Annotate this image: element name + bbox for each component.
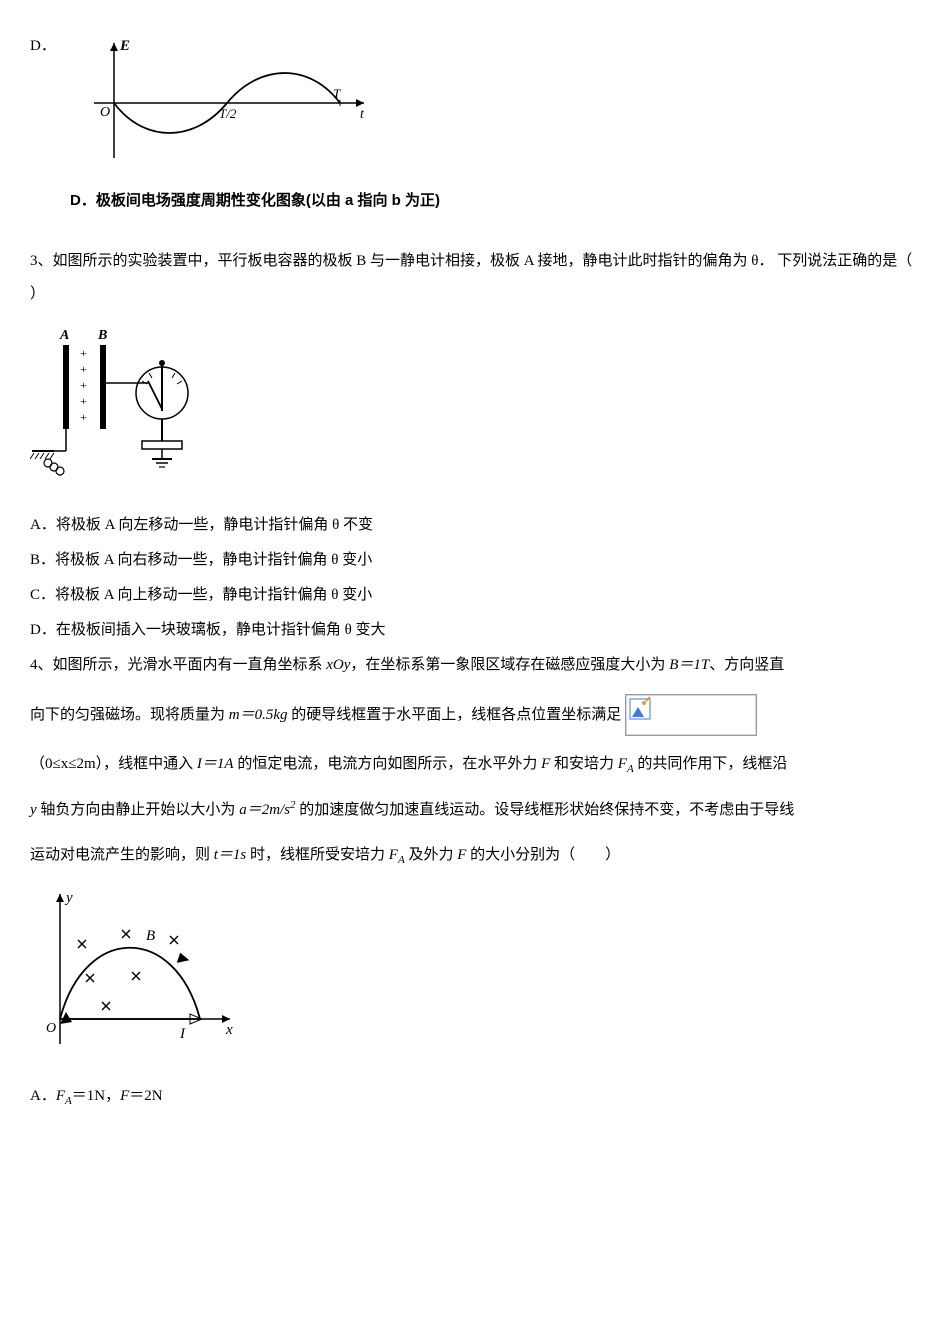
q4-FA: F [618,756,627,772]
q4-l5-c: 及外力 [405,847,458,863]
q4-t: t＝1s [214,847,247,863]
q4-l3-a: （0≤x≤2m），线框中通入 [30,756,197,772]
q4-l1-a: 4、如图所示，光滑水平面内有一直角坐标系 [30,657,326,673]
q4-F1: F [541,756,550,772]
figd-t-label: t [360,107,365,122]
q4-m: m＝0.5kg [229,707,288,723]
q4-l4-c: 的加速度做匀加速直线运动。设导线框形状始终保持不变，不考虑由于导线 [296,802,795,818]
q4-l2-a: 向下的匀强磁场。现将质量为 [30,707,229,723]
q4-F2: F [457,847,466,863]
q4-and: 和安培力 [550,756,618,772]
q3-option-a: A．将极板 A 向左移动一些，静电计指针偏角 θ 不变 [30,509,920,542]
q4-optA-F: F [120,1088,129,1104]
q4-optA-Fval: ＝2N [129,1088,162,1104]
q4-a: a＝2m/s [239,802,290,818]
svg-text:B: B [146,928,155,944]
q4-l3-c: 的共同作用下，线框沿 [634,756,788,772]
q3-option-d: D．在极板间插入一块玻璃板，静电计指针偏角 θ 变大 [30,614,920,647]
q4-xoy: xOy [326,657,350,673]
q4-optA-FAsub: A [65,1095,72,1107]
q4-FAsub: A [627,763,634,775]
q4-stem-line5: 运动对电流产生的影响，则 t＝1s 时，线框所受安培力 FA 及外力 F 的大小… [30,839,920,872]
q3-stem: 3、如图所示的实验装置中，平行板电容器的极板 B 与一静电计相接，极板 A 接地… [30,245,920,311]
svg-text:+: + [80,346,87,360]
q4-l3-b: 的恒定电流，电流方向如图所示，在水平外力 [234,756,542,772]
q4-optA-FA: F [56,1088,65,1104]
q3-option-b: B．将极板 A 向右移动一些，静电计指针偏角 θ 变小 [30,544,920,577]
q4-stem-line4: y 轴负方向由静止开始以大小为 a＝2m/s2 的加速度做匀加速直线运动。设导线… [30,793,920,827]
q4-I: I＝1A [197,756,234,772]
q4-stem-line2: 向下的匀强磁场。现将质量为 m＝0.5kg 的硬导线框置于水平面上，线框各点位置… [30,694,920,736]
q3-figure: A B + + + + + [30,323,920,493]
option-d-row: D． O E t T/2 T [30,30,920,184]
svg-text:I: I [179,1026,186,1042]
svg-text:+: + [80,394,87,408]
q4-FA2sub: A [398,854,405,866]
svg-text:x: x [225,1022,233,1038]
q4-l4-b: 轴负方向由静止开始以大小为 [37,802,240,818]
q4-optA-label: A． [30,1088,56,1104]
svg-text:y: y [64,890,73,906]
q4-optA-FAval: ＝1N， [72,1088,120,1104]
q4-l5-b: 时，线框所受安培力 [246,847,389,863]
figd-origin: O [100,105,110,120]
svg-text:+: + [80,378,87,392]
missing-formula-image [625,694,757,736]
q4-B: B＝1T [669,657,709,673]
svg-text:A: A [59,328,69,343]
q4-stem-line1: 4、如图所示，光滑水平面内有一直角坐标系 xOy，在坐标系第一象限区域存在磁感应… [30,649,920,682]
q4-option-a: A．FA＝1N，F＝2N [30,1080,920,1113]
q4-l5-d: 的大小分别为（ ） [466,847,620,863]
q4-figure: y x O B I [30,884,920,1064]
q4-l5-a: 运动对电流产生的影响，则 [30,847,214,863]
q4-y: y [30,802,37,818]
q4-l2-b: 的硬导线框置于水平面上，线框各点位置坐标满足 [288,707,622,723]
svg-text:+: + [80,410,87,424]
q4-l1-b: ，在坐标系第一象限区域存在磁感应强度大小为 [350,657,669,673]
svg-text:O: O [46,1021,56,1036]
figure-d-caption: D．极板间电场强度周期性变化图象(以由 a 指向 b 为正) [70,184,920,217]
option-d-label: D． [30,30,56,63]
q4-l1-c: 、方向竖直 [709,657,784,673]
q4-stem-line3: （0≤x≤2m），线框中通入 I＝1A 的恒定电流，电流方向如图所示，在水平外力… [30,748,920,781]
q3-option-c: C．将极板 A 向上移动一些，静电计指针偏角 θ 变小 [30,579,920,612]
svg-text:B: B [97,328,107,343]
figure-d-graph: O E t T/2 T [64,38,374,168]
q4-FA2: F [389,847,398,863]
svg-text:+: + [80,362,87,376]
figd-e-label: E [119,38,130,54]
